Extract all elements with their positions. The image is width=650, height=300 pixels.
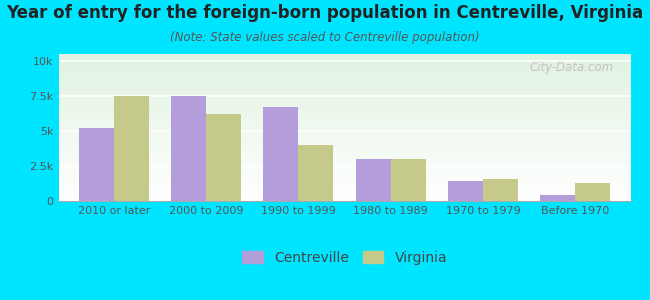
Bar — [298, 145, 333, 201]
Bar — [206, 114, 241, 201]
Bar — [114, 96, 149, 201]
Bar — [540, 195, 575, 201]
Bar — [483, 178, 518, 201]
Legend: Centreville, Virginia: Centreville, Virginia — [237, 245, 452, 271]
Bar — [575, 183, 610, 201]
Text: (Note: State values scaled to Centreville population): (Note: State values scaled to Centrevill… — [170, 32, 480, 44]
Bar — [263, 107, 298, 201]
Text: City-Data.com: City-Data.com — [529, 61, 614, 74]
Bar — [356, 159, 391, 201]
Bar — [391, 159, 426, 201]
Bar — [171, 96, 206, 201]
Bar — [79, 128, 114, 201]
Text: Year of entry for the foreign-born population in Centreville, Virginia: Year of entry for the foreign-born popul… — [6, 4, 644, 22]
Bar — [448, 182, 483, 201]
